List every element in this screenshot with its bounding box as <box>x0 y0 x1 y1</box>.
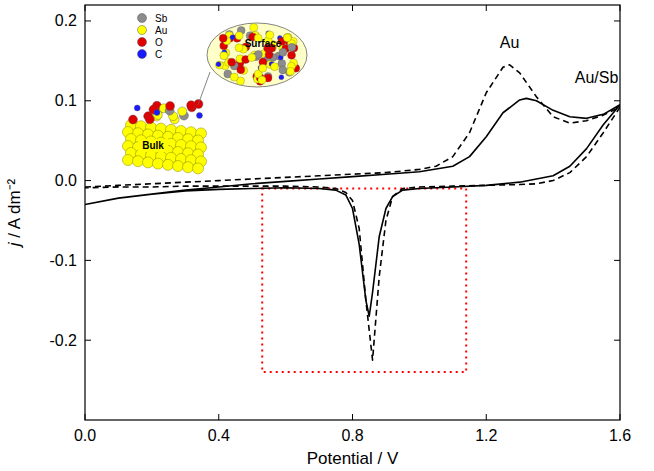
inset-leader <box>198 72 210 105</box>
inset-atom <box>166 101 175 110</box>
y-axis-title: j / A dm⁻² <box>5 178 24 248</box>
inset-label: Bulk <box>142 140 164 151</box>
y-tick <box>85 260 91 261</box>
inset-atom <box>286 67 294 75</box>
chart: 0.0 0.4 0.8 1.2 1.6 -0.2 -0.1 0.0 0.1 0.2 Potentia… <box>0 0 654 471</box>
inset-atom <box>133 156 144 167</box>
inset-atom <box>288 51 296 59</box>
inset-atom <box>235 44 243 52</box>
inset-atom <box>230 35 235 40</box>
cv-curve <box>85 65 620 360</box>
inset-atom <box>250 24 258 32</box>
x-tick-label: 0.4 <box>208 427 230 444</box>
x-tick <box>486 414 487 420</box>
y-tick <box>85 180 91 181</box>
y-tick-label: -0.1 <box>49 252 77 269</box>
y-tick <box>85 20 91 21</box>
y-axis-title-part: / A dm⁻² <box>5 178 24 242</box>
inset-atom <box>143 157 154 168</box>
x-tick <box>218 5 219 11</box>
inset-atom <box>153 158 164 169</box>
x-tick <box>486 5 487 11</box>
y-tick-label: 0.2 <box>55 12 77 29</box>
x-tick-label: 1.2 <box>475 427 497 444</box>
y-tick <box>85 100 91 101</box>
inset-legend-swatch <box>138 14 147 23</box>
x-axis-title: Potential / V <box>307 449 399 468</box>
plot-area <box>85 65 620 372</box>
inset-atom <box>153 110 162 119</box>
x-tick <box>620 414 621 420</box>
inset-atom <box>196 112 202 118</box>
inset-atom <box>258 76 266 84</box>
inset-legend-swatch <box>138 26 147 35</box>
inset-atom <box>288 43 296 51</box>
annotation: Au <box>500 34 520 51</box>
inset-atom <box>163 159 174 170</box>
x-tick-label: 0.8 <box>341 427 363 444</box>
inset-atom <box>220 51 228 59</box>
inset-atom <box>248 53 256 61</box>
inset-atom <box>220 52 228 60</box>
y-tick <box>614 100 620 101</box>
inset-atom <box>271 63 279 71</box>
y-tick <box>614 260 620 261</box>
x-tick-label: 1.6 <box>609 427 631 444</box>
inset-atom <box>154 110 160 116</box>
inset-label-bg <box>138 139 168 152</box>
inset-atom <box>193 163 204 174</box>
inset-label: Surface <box>245 38 282 49</box>
inset-atom <box>237 66 245 74</box>
annotation: Au/Sb <box>575 69 619 86</box>
x-tick <box>352 414 353 420</box>
inset-legend-label: Au <box>155 25 167 36</box>
inset-atom <box>145 115 154 124</box>
inset-legend-label: Sb <box>155 13 168 24</box>
inset-surface <box>207 23 307 87</box>
x-tick <box>85 414 86 420</box>
inset-atom <box>279 75 284 80</box>
cv-curve <box>85 98 620 316</box>
inset-atom <box>219 34 227 42</box>
inset-legend-swatch <box>138 50 147 59</box>
x-tick <box>218 414 219 420</box>
inset-atom <box>123 155 134 166</box>
x-tick-label: 0.0 <box>74 427 96 444</box>
y-tick-label: 0.0 <box>55 172 77 189</box>
inset-atom <box>215 61 223 69</box>
inset-atom <box>228 58 236 66</box>
y-tick-label: -0.2 <box>49 332 77 349</box>
x-tick <box>352 5 353 11</box>
inset-atom <box>283 34 291 42</box>
y-tick <box>614 340 620 341</box>
inset: Surface Bulk SbAuOC <box>123 13 308 174</box>
inset-atom <box>183 162 194 173</box>
x-tick <box>620 5 621 11</box>
inset-atom <box>279 48 287 56</box>
inset-legend-label: O <box>155 37 163 48</box>
inset-atom <box>216 62 221 67</box>
inset-atom <box>134 105 140 111</box>
y-tick <box>85 340 91 341</box>
inset-atom <box>173 161 184 172</box>
inset-atom <box>235 32 243 40</box>
inset-atom <box>178 107 187 116</box>
y-tick <box>614 180 620 181</box>
x-tick <box>85 5 86 11</box>
plot-frame <box>85 5 620 420</box>
inset-legend-swatch <box>138 38 147 47</box>
y-tick <box>614 20 620 21</box>
inset-atom <box>283 33 291 41</box>
inset-atom <box>259 64 267 72</box>
inset-atom <box>279 66 287 74</box>
inset-atom <box>230 73 238 81</box>
y-tick-label: 0.1 <box>55 92 77 109</box>
inset-atom <box>129 115 138 124</box>
inset-legend-label: C <box>155 49 162 60</box>
